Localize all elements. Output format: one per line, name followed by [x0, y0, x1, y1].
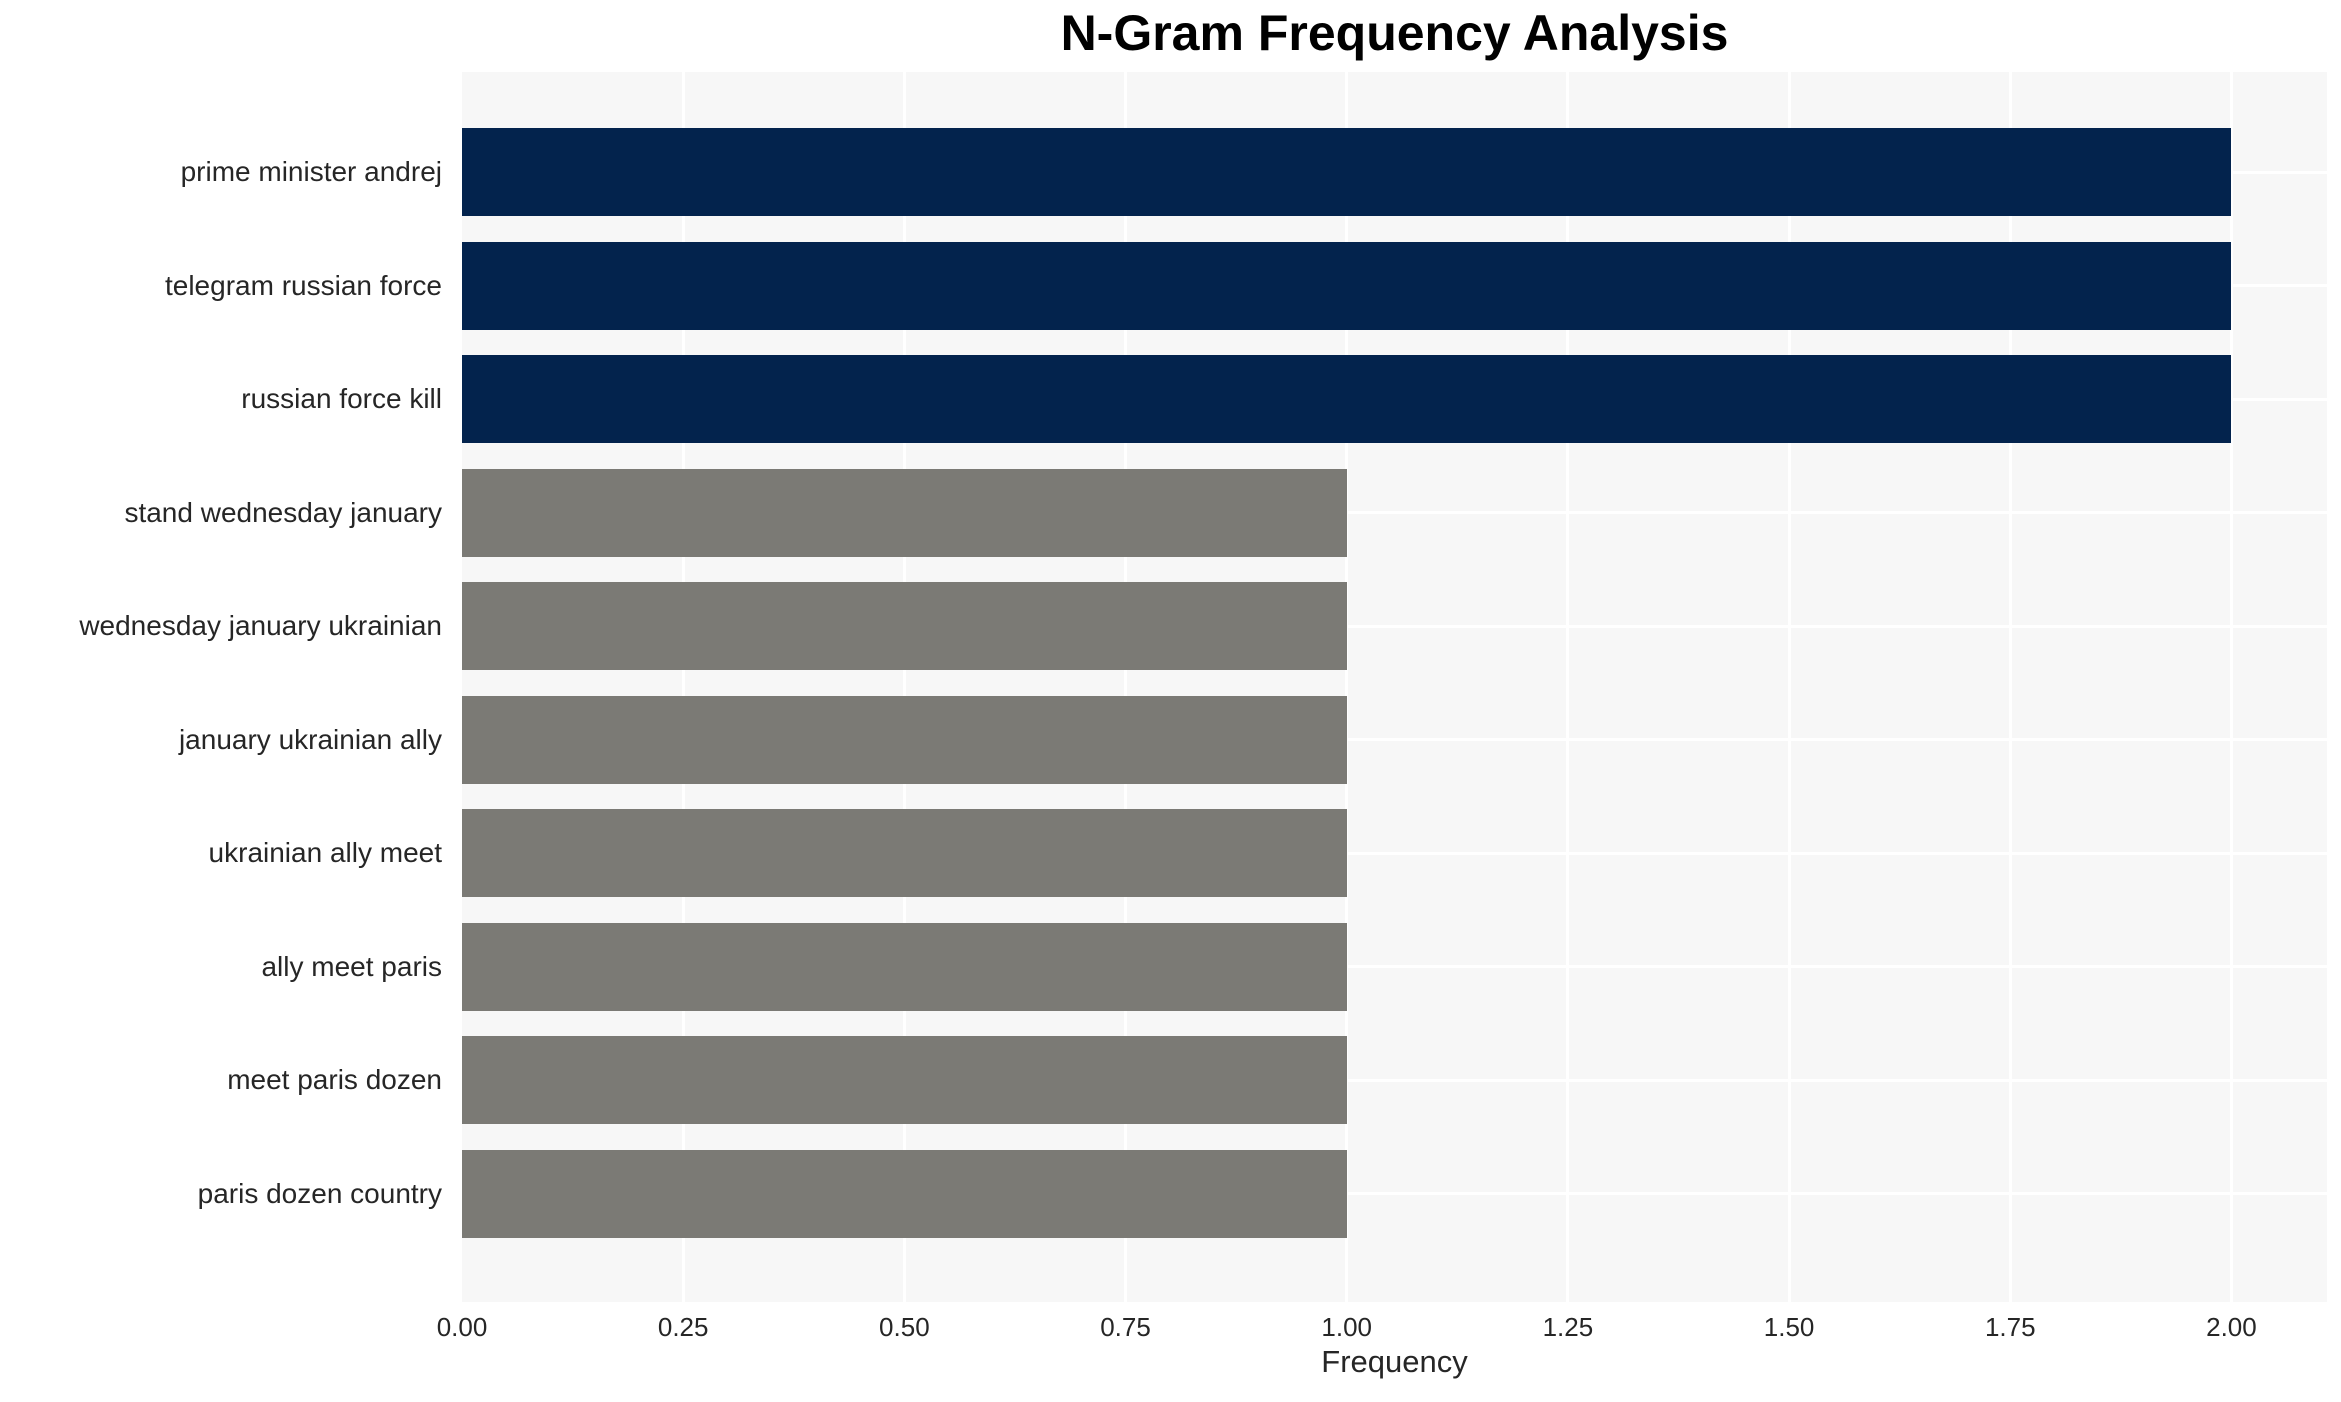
- x-axis-label: Frequency: [1321, 1344, 1468, 1379]
- gridline-horizontal: [462, 511, 2327, 514]
- x-tick-label: 1.50: [1763, 1312, 1815, 1342]
- gridline-horizontal: [462, 1078, 2327, 1082]
- category-label: russian force kill: [241, 383, 442, 414]
- category-label: stand wednesday january: [124, 496, 442, 528]
- bar-russian-force-kill: [462, 355, 2232, 443]
- category-label: meet paris dozen: [227, 1064, 442, 1095]
- x-tick-label: 1.00: [1321, 1312, 1373, 1342]
- chart-title: N-Gram Frequency Analysis: [1060, 5, 1729, 61]
- category-label: telegram russian force: [164, 269, 442, 301]
- category-label: ukrainian ally meet: [208, 837, 442, 868]
- gridline-vertical: [2008, 72, 2012, 1302]
- x-tick-label: 1.75: [1984, 1312, 2036, 1342]
- bar-prime-minister-andrej: [462, 128, 2232, 216]
- gridline-horizontal: [462, 738, 2327, 741]
- gridline-vertical: [1566, 72, 1570, 1302]
- category-label: wednesday january ukrainian: [79, 610, 442, 641]
- category-label: prime minister andrej: [180, 156, 442, 187]
- category-label: january ukrainian ally: [178, 723, 442, 755]
- gridline-horizontal: [462, 1192, 2327, 1195]
- bar-stand-wednesday-january: [462, 468, 1347, 557]
- bar-wednesday-january-ukrainian: [462, 582, 1347, 670]
- bar-meet-paris-dozen: [462, 1036, 1347, 1124]
- gridline-vertical: [902, 72, 906, 1302]
- category-label: paris dozen country: [197, 1177, 442, 1209]
- gridline-vertical: [1124, 72, 1128, 1302]
- bar-january-ukrainian-ally: [462, 695, 1347, 784]
- x-tick-label: 0.25: [657, 1312, 709, 1342]
- gridline-vertical: [1345, 72, 1349, 1302]
- gridline-horizontal: [462, 624, 2327, 628]
- bar-paris-dozen-country: [462, 1149, 1347, 1238]
- x-tick-label: 0.50: [879, 1312, 930, 1342]
- gridline-horizontal: [462, 965, 2327, 968]
- bar-telegram-russian-force: [462, 241, 2232, 330]
- gridline-vertical: [2229, 72, 2233, 1302]
- bar-ukrainian-ally-meet: [462, 809, 1347, 897]
- bar-ally-meet-paris: [462, 922, 1347, 1011]
- x-tick-label: 0.75: [1100, 1312, 1151, 1342]
- gridline-horizontal: [462, 851, 2327, 855]
- x-tick-label: 0.00: [436, 1312, 488, 1342]
- gridline-vertical: [681, 72, 685, 1302]
- plot-area: [462, 72, 2327, 1302]
- category-label: ally meet paris: [261, 950, 442, 982]
- x-tick-label: 2.00: [2206, 1312, 2257, 1342]
- x-tick-label: 1.25: [1542, 1312, 1594, 1342]
- gridline-vertical: [1787, 72, 1791, 1302]
